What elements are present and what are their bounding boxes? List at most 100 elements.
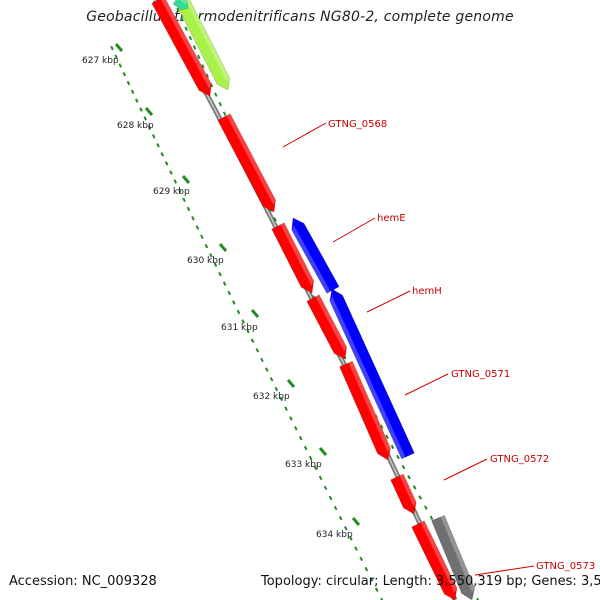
scale-tick-label: 634 kbp bbox=[316, 530, 353, 540]
scale-tick-dot bbox=[177, 188, 182, 193]
ruler-tick-dot bbox=[273, 217, 277, 222]
scale-tick-dot bbox=[298, 435, 303, 441]
scale-tick-dot bbox=[182, 197, 186, 203]
scale-tick-dot bbox=[279, 396, 283, 402]
gene-bar-gtng-0568-shine bbox=[226, 113, 276, 205]
ruler-tick-dot bbox=[407, 474, 411, 480]
scale-tick-dot bbox=[303, 445, 308, 451]
gene-leader-line bbox=[474, 565, 535, 576]
gene-bar-prev-teal-shine bbox=[177, 0, 188, 5]
scale-tick-dot bbox=[156, 143, 160, 148]
gene-label: hemH bbox=[412, 286, 442, 297]
major-tick bbox=[144, 107, 154, 116]
ruler-tick-dot bbox=[401, 464, 406, 470]
gene-bar-gtng-0573 bbox=[411, 520, 458, 600]
gene-bar-red-b bbox=[306, 294, 347, 360]
gene-bar-prev-lime-shine bbox=[184, 0, 230, 83]
scale-tick-dot bbox=[349, 536, 353, 541]
ruler-tick-dot bbox=[476, 597, 480, 600]
scale-tick-dot bbox=[191, 216, 195, 221]
gene-bar-red-a-shine bbox=[280, 222, 314, 286]
ruler-tick-dot bbox=[184, 26, 188, 31]
scale-tick-dot bbox=[160, 152, 165, 157]
gene-bar-gtng-0571 bbox=[339, 360, 391, 461]
gene-bar-prev-red bbox=[151, 0, 212, 97]
scale-tick-dot bbox=[260, 357, 264, 363]
scale-tick-label: 633 kbp bbox=[285, 460, 322, 470]
scale-tick-dot bbox=[284, 406, 288, 411]
length-label: Length: bbox=[382, 574, 432, 589]
accession-info: Accession: NC_009328 bbox=[9, 574, 157, 589]
gene-bar-heme bbox=[291, 217, 340, 294]
scale-tick-dot bbox=[143, 116, 147, 121]
ruler-tick-dot bbox=[412, 485, 417, 490]
scale-tick-dot bbox=[126, 80, 131, 86]
scale-tick-dot bbox=[313, 465, 318, 471]
scale-tick-label: 629 kbp bbox=[153, 187, 190, 197]
scale-tick-dot bbox=[323, 485, 328, 491]
scale-tick-dot bbox=[354, 546, 358, 551]
gene-label: GTNG_0571 bbox=[451, 369, 510, 380]
scale-tick-dot bbox=[218, 271, 222, 277]
scale-tick-dot bbox=[369, 577, 374, 582]
gene-bar-hemh-shine bbox=[329, 296, 406, 459]
gene-bar-gray-shine bbox=[440, 515, 475, 593]
gene-bar-gtng-0573-shine bbox=[420, 520, 457, 593]
scale-tick-dot bbox=[374, 587, 379, 592]
scale-tick-dot bbox=[364, 566, 369, 572]
gene-bar-gtng-0572 bbox=[390, 473, 417, 515]
ruler-tick-dot bbox=[188, 35, 193, 41]
topology-label: Topology: bbox=[261, 574, 322, 589]
major-tick bbox=[351, 517, 361, 526]
gene-leader-line bbox=[332, 217, 376, 243]
scale-tick-dot bbox=[250, 338, 255, 343]
gene-label: hemE bbox=[377, 213, 406, 224]
scale-tick-dot bbox=[130, 89, 135, 95]
ruler-tick-dot bbox=[385, 434, 389, 440]
scale-tick-dot bbox=[359, 556, 363, 562]
gene-leader-line bbox=[443, 458, 488, 481]
gene-bar-prev-red-shine bbox=[160, 0, 212, 89]
ruler-tick-dot bbox=[180, 17, 184, 22]
ruler-tick-dot bbox=[192, 45, 197, 50]
gene-bar-heme-shine bbox=[291, 225, 331, 294]
scale-tick-dot bbox=[118, 63, 122, 68]
scale-tick-dot bbox=[269, 377, 274, 382]
major-tick bbox=[114, 43, 124, 52]
gene-label: GTNG_0573 bbox=[536, 561, 595, 572]
ruler-tick-dot bbox=[379, 424, 384, 429]
scale-tick-dot bbox=[255, 348, 260, 353]
gene-label: GTNG_0572 bbox=[490, 454, 549, 465]
scale-tick-dot bbox=[135, 98, 139, 103]
major-tick bbox=[181, 175, 191, 184]
scale-tick-dot bbox=[204, 243, 209, 249]
scale-tick-dot bbox=[122, 71, 127, 77]
scale-tick-dot bbox=[241, 319, 245, 324]
scale-tick-dot bbox=[147, 125, 152, 130]
scale-tick-dot bbox=[289, 416, 293, 421]
major-tick bbox=[318, 447, 328, 456]
ruler-tick-dot bbox=[222, 111, 227, 116]
scale-tick-dot bbox=[209, 253, 213, 258]
scale-tick-dot bbox=[195, 225, 200, 230]
scale-tick-dot bbox=[236, 309, 241, 315]
accession-value: NC_009328 bbox=[81, 574, 157, 589]
scale-tick-dot bbox=[246, 328, 250, 334]
genes-value: 3,509 bbox=[580, 574, 600, 589]
scale-tick-dot bbox=[328, 495, 333, 501]
gene-bar-prev-teal bbox=[172, 0, 189, 11]
ruler-tick-dot bbox=[424, 505, 428, 510]
scale-tick-dot bbox=[344, 526, 348, 531]
scale-tick-dot bbox=[186, 206, 191, 212]
major-tick bbox=[250, 309, 260, 318]
scale-tick-dot bbox=[294, 426, 298, 431]
scale-tick-dot bbox=[173, 179, 178, 184]
ruler-tick-dot bbox=[390, 444, 395, 450]
gene-bar-gtng-0572-shine bbox=[399, 474, 417, 507]
topology-value: circular bbox=[325, 574, 375, 589]
scale-tick-dot bbox=[164, 161, 169, 166]
ruler-tick-dot bbox=[205, 73, 209, 78]
gene-bar-hemh bbox=[329, 288, 415, 460]
scale-tick-dot bbox=[227, 290, 232, 296]
